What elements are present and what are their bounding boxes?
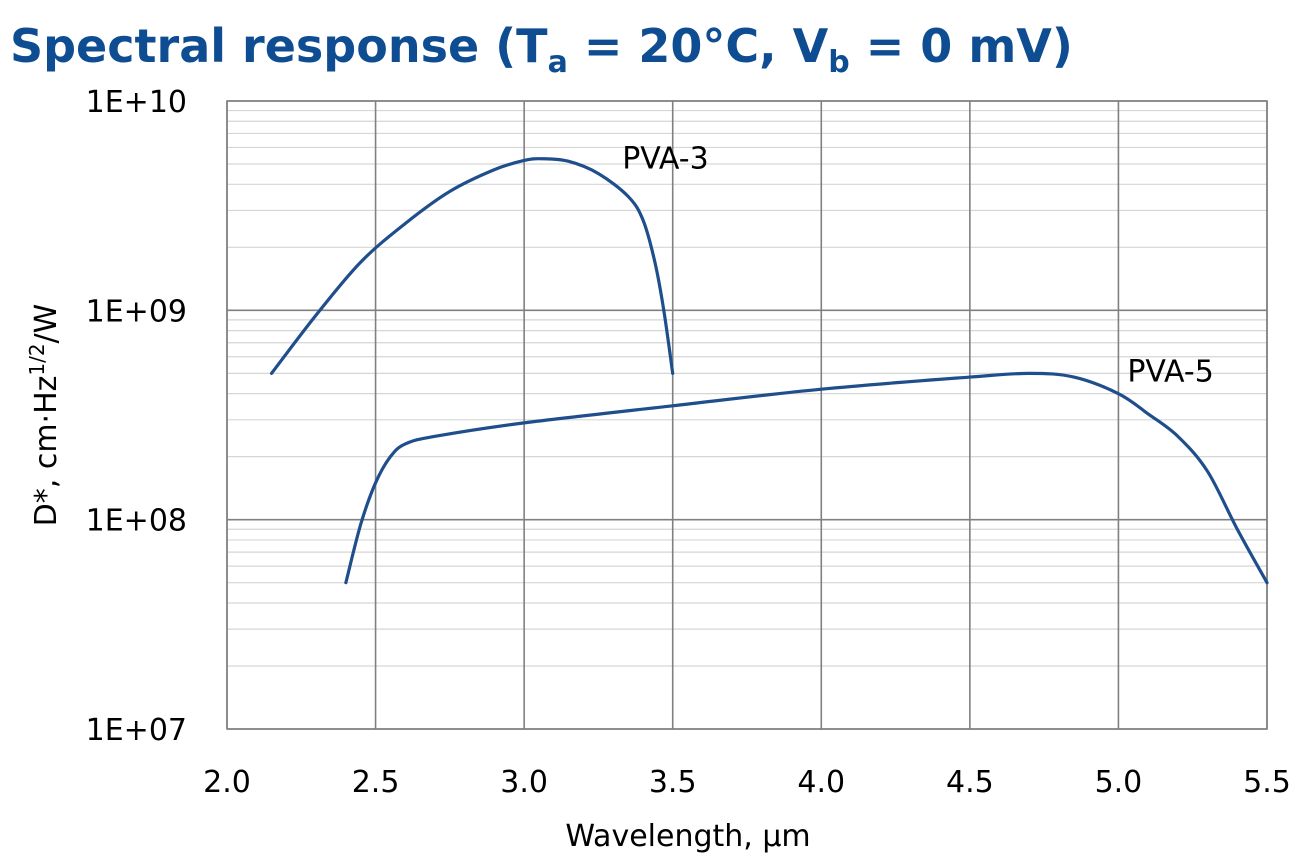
x-tick-label: 5.5 bbox=[1243, 765, 1291, 800]
y-axis-label-suffix: /W bbox=[29, 304, 64, 344]
x-tick-labels: 2.0 2.5 3.0 3.5 4.0 4.5 5.0 5.5 bbox=[203, 765, 1291, 800]
y-tick-label: 1E+07 bbox=[86, 713, 187, 748]
series-line-pva-3 bbox=[269, 157, 675, 375]
x-tick-label: 2.0 bbox=[203, 765, 251, 800]
x-tick-label: 3.0 bbox=[500, 765, 548, 800]
chart-title-mid: = 20°C, V bbox=[568, 19, 829, 73]
chart-title-end: = 0 mV) bbox=[850, 19, 1073, 73]
y-tick-labels: 1E+07 1E+08 1E+09 1E+10 bbox=[86, 85, 187, 748]
y-axis-label: D*, cm·Hz1/2/W bbox=[25, 304, 64, 527]
y-tick-label: 1E+10 bbox=[86, 85, 187, 120]
chart-title-main: Spectral response (T bbox=[10, 19, 548, 73]
y-tick-label: 1E+09 bbox=[86, 294, 187, 329]
series-labels: PVA-3 PVA-5 bbox=[622, 142, 1214, 390]
x-tick-label: 4.0 bbox=[797, 765, 845, 800]
y-tick-label: 1E+08 bbox=[86, 504, 187, 539]
chart-title-sub-a: a bbox=[548, 45, 568, 80]
minor-gridlines bbox=[227, 109, 1267, 667]
series-group bbox=[269, 157, 1269, 585]
chart-title: Spectral response (Ta = 20°C, Vb = 0 mV) bbox=[10, 19, 1073, 80]
series-label-pva-3: PVA-3 bbox=[622, 142, 708, 177]
y-axis-label-prefix: D*, cm·Hz bbox=[29, 376, 64, 527]
major-gridlines bbox=[226, 100, 1268, 730]
series-line-pva-5 bbox=[344, 371, 1269, 585]
chart-title-sub-b: b bbox=[828, 45, 849, 80]
x-tick-label: 2.5 bbox=[352, 765, 400, 800]
plot-frame bbox=[226, 100, 1268, 730]
x-axis-label: Wavelength, µm bbox=[565, 819, 810, 854]
x-tick-label: 4.5 bbox=[946, 765, 994, 800]
x-tick-label: 5.0 bbox=[1095, 765, 1143, 800]
series-label-pva-5: PVA-5 bbox=[1127, 355, 1213, 390]
x-tick-label: 3.5 bbox=[649, 765, 697, 800]
y-axis-label-sup: 1/2 bbox=[25, 343, 49, 375]
